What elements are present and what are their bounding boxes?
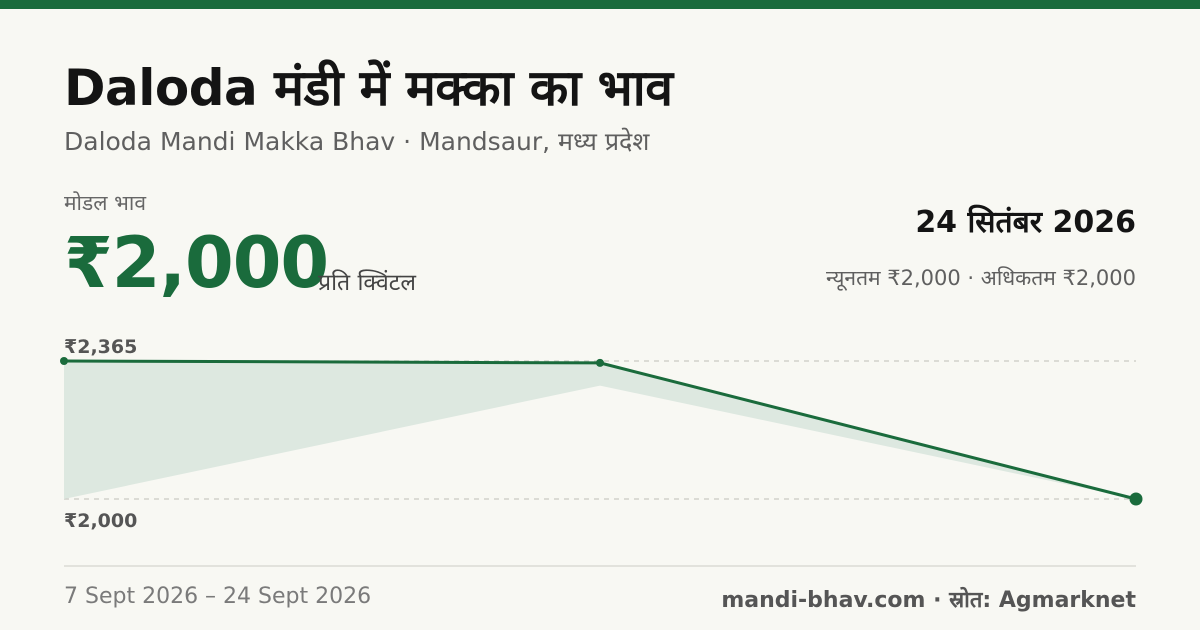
price-unit: प्रति क्विंटल (318, 270, 416, 296)
page-title: Daloda मंडी में मक्का का भाव (64, 59, 673, 117)
price-point (60, 357, 68, 365)
y-min-label: ₹2,000 (64, 510, 137, 532)
price-point (596, 358, 604, 367)
source-credit: mandi-bhav.com · स्रोत: Agmarknet (721, 588, 1136, 613)
top-accent-bar (0, 0, 1200, 9)
price-date: 24 सितंबर 2026 (915, 205, 1136, 240)
modal-price-value: ₹2,000 (64, 222, 329, 304)
price-chart: ₹2,365 ₹2,000 (60, 336, 1143, 532)
footer-divider (64, 565, 1136, 567)
min-max-price: न्यूनतम ₹2,000 · अधिकतम ₹2,000 (826, 266, 1136, 290)
latest-price-point (1129, 492, 1143, 506)
modal-price-label: मोडल भाव (64, 191, 147, 215)
page-subtitle: Daloda Mandi Makka Bhav · Mandsaur, मध्य… (64, 127, 650, 156)
min-max-band (64, 361, 1136, 499)
y-max-label: ₹2,365 (64, 336, 137, 358)
date-range: 7 Sept 2026 – 24 Sept 2026 (64, 584, 372, 609)
